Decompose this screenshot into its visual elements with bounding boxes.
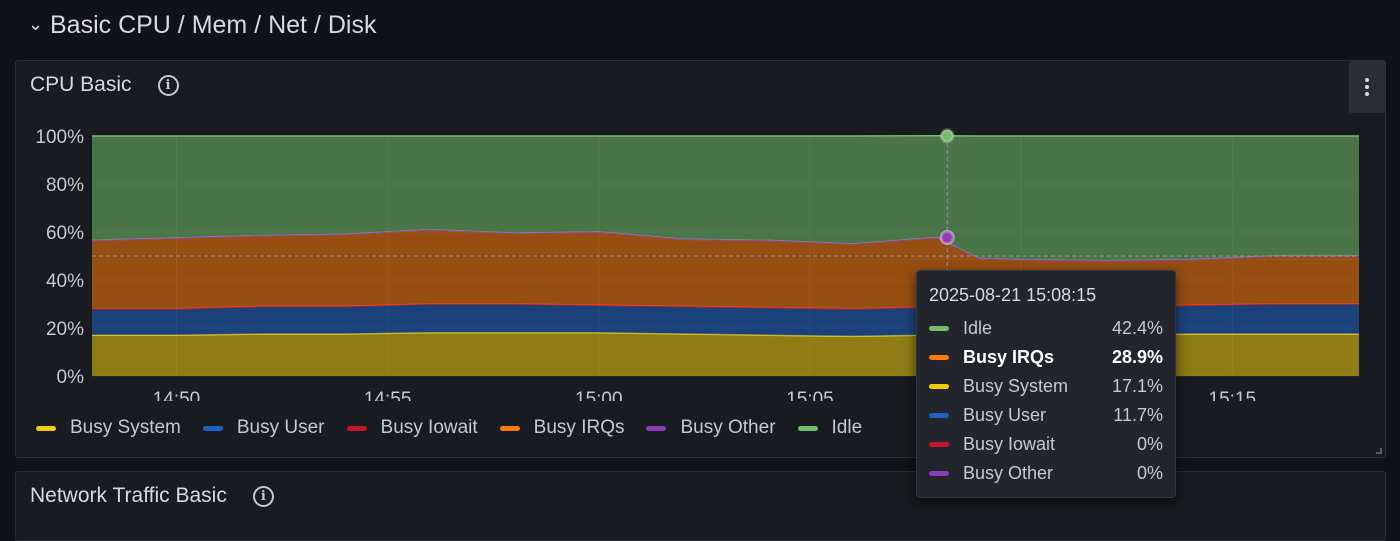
panel-title-network: Network Traffic Basic i bbox=[30, 484, 274, 508]
tooltip-value: 42.4% bbox=[1112, 318, 1163, 339]
y-tick-label: 40% bbox=[46, 271, 84, 292]
x-tick-label: 15:05 bbox=[786, 389, 834, 401]
legend-swatch bbox=[347, 426, 367, 431]
legend-label: Busy System bbox=[70, 417, 181, 439]
tooltip-swatch bbox=[929, 413, 949, 418]
info-icon[interactable]: i bbox=[253, 486, 274, 507]
tooltip-value: 0% bbox=[1137, 434, 1163, 455]
legend-label: Busy Other bbox=[680, 417, 775, 439]
chevron-down-icon: ⌄ bbox=[28, 14, 42, 35]
tooltip-label: Busy Other bbox=[963, 463, 1137, 484]
legend-swatch bbox=[203, 426, 223, 431]
legend-item[interactable]: Idle bbox=[798, 417, 863, 439]
x-tick-label: 14:55 bbox=[364, 389, 412, 401]
legend-label: Busy User bbox=[237, 417, 325, 439]
tooltip-swatch bbox=[929, 471, 949, 476]
chart-legend: Busy System Busy User Busy Iowait Busy IRQs… bbox=[36, 417, 862, 439]
legend-swatch bbox=[646, 426, 666, 431]
y-tick-label: 60% bbox=[46, 223, 84, 244]
legend-label: Busy Iowait bbox=[381, 417, 478, 439]
legend-swatch bbox=[798, 426, 818, 431]
legend-item[interactable]: Busy Iowait bbox=[347, 417, 478, 439]
tooltip-time: 2025-08-21 15:08:15 bbox=[929, 285, 1163, 306]
tooltip-label: Busy Iowait bbox=[963, 434, 1137, 455]
legend-label: Busy IRQs bbox=[534, 417, 625, 439]
y-tick-label: 20% bbox=[46, 319, 84, 340]
y-tick-label: 100% bbox=[35, 127, 84, 148]
legend-swatch bbox=[500, 426, 520, 431]
tooltip-swatch bbox=[929, 384, 949, 389]
hover-point-idle bbox=[941, 130, 953, 142]
legend-item[interactable]: Busy User bbox=[203, 417, 325, 439]
tooltip-label: Busy IRQs bbox=[963, 347, 1112, 368]
y-tick-label: 0% bbox=[57, 367, 85, 388]
tooltip-label: Busy User bbox=[963, 405, 1113, 426]
legend-label: Idle bbox=[832, 417, 863, 439]
tooltip-swatch bbox=[929, 355, 949, 360]
row-header-basic[interactable]: ⌄ Basic CPU / Mem / Net / Disk bbox=[28, 8, 376, 42]
x-tick-label: 15:15 bbox=[1209, 389, 1257, 401]
panel-title-text: Network Traffic Basic bbox=[30, 484, 227, 508]
tooltip-value: 0% bbox=[1137, 463, 1163, 484]
tooltip-value: 28.9% bbox=[1112, 347, 1163, 368]
row-title: Basic CPU / Mem / Net / Disk bbox=[50, 11, 376, 40]
legend-item[interactable]: Busy Other bbox=[646, 417, 775, 439]
tooltip-value: 11.7% bbox=[1113, 405, 1163, 426]
tooltip-swatch bbox=[929, 442, 949, 447]
tooltip-label: Busy System bbox=[963, 376, 1112, 397]
resize-handle[interactable] bbox=[1376, 448, 1382, 454]
x-tick-label: 15:00 bbox=[575, 389, 623, 401]
network-traffic-panel: Network Traffic Basic i bbox=[15, 471, 1386, 541]
tooltip-swatch bbox=[929, 326, 949, 331]
legend-swatch bbox=[36, 426, 56, 431]
legend-item[interactable]: Busy System bbox=[36, 417, 181, 439]
tooltip-value: 17.1% bbox=[1112, 376, 1163, 397]
x-tick-label: 14:50 bbox=[153, 389, 201, 401]
tooltip-label: Idle bbox=[963, 318, 1112, 339]
hover-point-busy-other bbox=[941, 232, 953, 244]
cpu-chart[interactable]: 0% 20% 40% 60% 80% 100% 14:50 14:55 15:00 15:05 15… bbox=[16, 61, 1385, 401]
y-tick-label: 80% bbox=[46, 175, 84, 196]
legend-item[interactable]: Busy IRQs bbox=[500, 417, 625, 439]
